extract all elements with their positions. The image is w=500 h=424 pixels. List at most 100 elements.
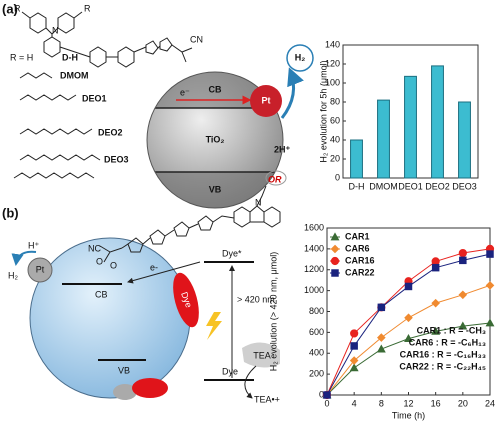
- y-tick-label: 20: [330, 153, 340, 163]
- substituent-label: D-H: [62, 52, 78, 62]
- marker: [350, 329, 359, 338]
- x-tick-label: DEO1: [398, 181, 423, 191]
- legend-marker: [330, 244, 340, 254]
- marker: [431, 257, 440, 266]
- bar: [377, 99, 390, 179]
- proton-label: 2H⁺: [274, 144, 291, 154]
- legend-label: CAR16: [345, 255, 375, 265]
- x-tick-label: 20: [458, 398, 468, 408]
- x-axis-label: Time (h): [392, 410, 425, 420]
- atom-label: O: [96, 256, 103, 266]
- x-tick-label: D-H: [349, 181, 365, 191]
- y-tick-label: 100: [325, 77, 340, 87]
- annotation: CAR22 : R = -C₂₂H₄₅: [399, 361, 486, 371]
- level-label: Dye: [222, 366, 238, 376]
- marker: [349, 363, 359, 372]
- dye-layer: [173, 272, 199, 328]
- atom-label: N: [255, 197, 262, 207]
- y-tick-label: 1400: [304, 243, 324, 253]
- y-tick-label: 60: [330, 115, 340, 125]
- bar: [431, 65, 444, 179]
- panel-label: (a): [2, 1, 18, 16]
- legend-label: CAR1: [345, 231, 370, 241]
- marker: [323, 391, 331, 399]
- h2-arrow: [280, 67, 304, 119]
- marker: [377, 303, 386, 312]
- marker: [485, 281, 495, 290]
- dye-particle: [132, 378, 168, 398]
- x-tick-label: 8: [379, 398, 384, 408]
- atom-label: N: [52, 25, 59, 35]
- h2-label: H₂: [8, 270, 18, 280]
- bar: [404, 75, 417, 179]
- h2-arrow: [11, 250, 37, 266]
- bar: [458, 101, 471, 179]
- bar: [350, 139, 363, 179]
- atom-label: O: [110, 260, 117, 270]
- y-tick-label: 40: [330, 134, 340, 144]
- molecule-a: [21, 11, 193, 68]
- y-tick-label: 1600: [304, 222, 324, 232]
- donor-label: TEA: [253, 350, 271, 360]
- light-icon: [206, 312, 222, 340]
- marker: [377, 333, 386, 342]
- h2-bubble: [286, 44, 314, 72]
- marker: [404, 313, 413, 323]
- level-label: Dye*: [222, 248, 242, 258]
- band-label: VB: [209, 184, 222, 194]
- h2-label: H₂: [295, 52, 306, 62]
- marker: [431, 263, 440, 272]
- y-tick-label: 120: [325, 58, 340, 68]
- marker: [404, 282, 413, 291]
- annotation: CAR16 : R = -C₁₆H₃₃: [400, 349, 486, 359]
- or-ring: [265, 170, 287, 186]
- marker: [349, 356, 359, 365]
- y-tick-label: 200: [309, 369, 324, 379]
- electron-label: e-: [150, 262, 158, 272]
- marker: [350, 342, 358, 350]
- x-tick-label: DMOM: [369, 181, 398, 191]
- pt-label: Pt: [262, 95, 271, 105]
- legend-marker: [331, 269, 339, 277]
- material-label: TiO₂: [206, 134, 225, 144]
- substituent-chains: [13, 72, 101, 179]
- band-label: VB: [118, 365, 130, 375]
- legend-label: CAR6: [345, 243, 370, 253]
- y-tick-label: 1200: [304, 264, 324, 274]
- marker: [431, 298, 440, 308]
- marker: [376, 344, 386, 353]
- electron-label: e⁻: [180, 87, 190, 97]
- or-label: OR: [268, 174, 282, 184]
- x-tick-label: DEO3: [452, 181, 477, 191]
- legend-marker: [330, 256, 340, 266]
- molecule-b: [99, 185, 281, 263]
- x-tick-label: 24: [485, 398, 495, 408]
- atom-label: NC: [88, 243, 101, 253]
- atom-label: CN: [190, 34, 203, 44]
- wavelength-label: > 420 nm: [237, 294, 275, 304]
- y-tick-label: 600: [309, 327, 324, 337]
- marker: [485, 318, 495, 327]
- electron-arrow: [127, 261, 201, 284]
- y-tick-label: 140: [325, 39, 340, 49]
- marker: [458, 290, 468, 300]
- legend-marker: [330, 232, 340, 241]
- annotation: CAR1 : R = -CH₃: [417, 325, 486, 335]
- annotation: CAR6 : R = -C₆H₁₃: [409, 337, 486, 347]
- atom-label: R: [84, 3, 91, 13]
- x-tick-label: 4: [352, 398, 357, 408]
- particle-outline: [146, 71, 284, 209]
- y-tick-label: 0: [335, 172, 340, 182]
- substituent-label: DMOM: [60, 70, 89, 80]
- x-tick-label: 0: [324, 398, 329, 408]
- proton-label: H⁺: [28, 240, 39, 250]
- tea-shape: [242, 342, 280, 368]
- x-tick-label: 16: [431, 398, 441, 408]
- marker: [458, 248, 467, 258]
- x-tick-label: DEO2: [425, 181, 450, 191]
- donor-arrow: [244, 365, 257, 399]
- marker: [431, 326, 441, 335]
- marker: [459, 256, 467, 265]
- panel-label: (b): [2, 205, 19, 220]
